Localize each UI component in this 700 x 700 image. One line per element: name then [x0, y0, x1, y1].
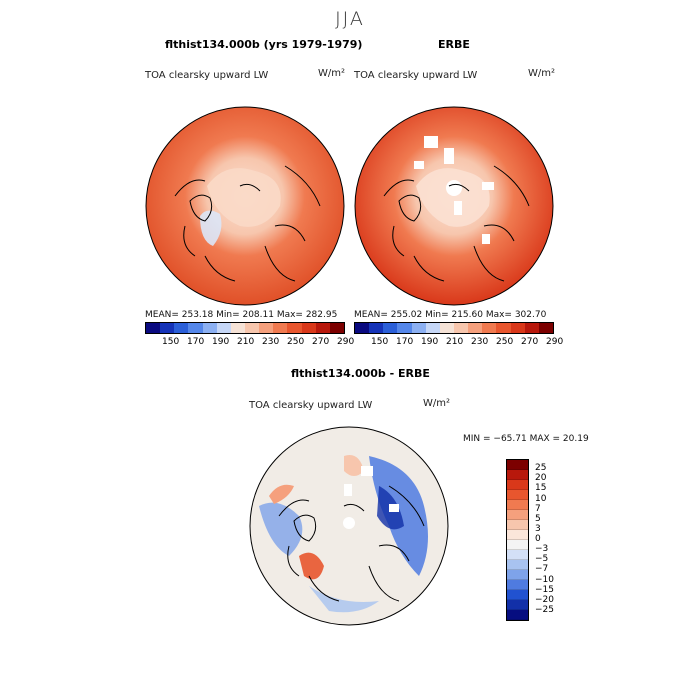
colorbar-tick-label: 190: [421, 337, 439, 347]
colorbar-tick-label: 270: [312, 337, 330, 347]
diff-colorbar-tick-label: 3: [535, 523, 541, 534]
colorbar-swatch: [507, 580, 528, 590]
colorbar-swatch: [507, 480, 528, 490]
diff-colorbar-tick-label: −7: [535, 564, 549, 575]
colorbar-tick-label: 210: [237, 337, 255, 347]
right-panel-title: ERBE: [438, 38, 470, 51]
colorbar-swatch: [397, 323, 412, 333]
right-polar-map: [354, 106, 554, 306]
left-polar-map: [145, 106, 345, 306]
colorbar-swatch: [287, 323, 302, 333]
diff-polar-map: [249, 426, 449, 626]
colorbar-tick-label: 170: [396, 337, 414, 347]
diff-colorbar-tick-label: 25: [535, 463, 547, 474]
diff-colorbar-tick-label: −3: [535, 544, 549, 555]
diff-colorbar-tick-label: 20: [535, 473, 547, 484]
diff-colorbar-tick-label: 10: [535, 493, 547, 504]
colorbar-swatch: [507, 590, 528, 600]
colorbar-tick-label: 250: [496, 337, 514, 347]
diff-panel-units: W/m²: [423, 398, 451, 409]
left-panel-title: flthist134.000b (yrs 1979-1979): [165, 38, 363, 51]
colorbar-swatch: [507, 500, 528, 510]
colorbar-swatch: [507, 520, 528, 530]
colorbar-swatch: [507, 490, 528, 500]
diff-panel-stats: MIN = −65.71 MAX = 20.19: [463, 434, 589, 444]
colorbar-swatch: [453, 323, 469, 333]
diff-colorbar-tick-label: −10: [535, 574, 554, 585]
diff-colorbar-tick-label: 5: [535, 513, 541, 524]
colorbar-swatch: [355, 323, 370, 333]
colorbar-swatch: [507, 510, 528, 520]
colorbar-swatch: [482, 323, 497, 333]
colorbar-swatch: [329, 323, 344, 333]
colorbar-swatch: [315, 323, 330, 333]
colorbar-swatch: [507, 560, 528, 570]
left-colorbar: [145, 322, 345, 334]
colorbar-tick-label: 190: [212, 337, 230, 347]
colorbar-swatch: [301, 323, 316, 333]
colorbar-swatch: [507, 600, 528, 610]
right-panel-units: W/m²: [528, 68, 556, 79]
colorbar-tick-label: 270: [521, 337, 539, 347]
right-panel-stats: MEAN= 255.02 Min= 215.60 Max= 302.70: [354, 310, 547, 320]
diff-colorbar-tick-label: −25: [535, 604, 554, 615]
diff-colorbar-ticks: 25 20 15 10 7 5 3 0 −3 −5 −7 −10 −15 −20 −25: [535, 459, 575, 621]
colorbar-tick-label: 150: [162, 337, 180, 347]
diff-colorbar-tick-label: 7: [535, 503, 541, 514]
colorbar-swatch: [216, 323, 231, 333]
colorbar-swatch: [188, 323, 203, 333]
colorbar-swatch: [439, 323, 454, 333]
colorbar-swatch: [244, 323, 260, 333]
colorbar-swatch: [510, 323, 525, 333]
colorbar-tick-label: 250: [287, 337, 305, 347]
colorbar-tick-label: 210: [446, 337, 464, 347]
colorbar-swatch: [538, 323, 553, 333]
diff-colorbar-tick-label: −5: [535, 554, 549, 565]
colorbar-swatch: [383, 323, 398, 333]
colorbar-swatch: [507, 530, 528, 540]
colorbar-swatch: [425, 323, 440, 333]
colorbar-swatch: [273, 323, 288, 333]
colorbar-swatch: [507, 550, 528, 560]
colorbar-swatch: [160, 323, 175, 333]
left-panel-units: W/m²: [318, 68, 346, 79]
colorbar-tick-label: 290: [337, 337, 355, 347]
colorbar-swatch: [146, 323, 161, 333]
right-colorbar: [354, 322, 554, 334]
colorbar-swatch: [507, 570, 528, 580]
diff-colorbar-tick-label: −20: [535, 594, 554, 605]
left-colorbar-ticks: 150 170 190 210 230 250 270 290: [145, 337, 354, 349]
colorbar-tick-label: 230: [262, 337, 280, 347]
diff-colorbar: [506, 459, 529, 621]
colorbar-swatch: [411, 323, 426, 333]
colorbar-swatch: [507, 540, 528, 550]
colorbar-swatch: [507, 470, 528, 480]
diff-colorbar-tick-label: 0: [535, 534, 541, 544]
diff-colorbar-tick-label: 15: [535, 483, 547, 494]
colorbar-swatch: [524, 323, 539, 333]
diff-colorbar-tick-label: −15: [535, 584, 554, 595]
colorbar-swatch: [202, 323, 217, 333]
diff-panel-title: flthist134.000b - ERBE: [291, 367, 430, 380]
colorbar-swatch: [507, 460, 528, 470]
right-colorbar-ticks: 150 170 190 210 230 250 270 290: [354, 337, 563, 349]
colorbar-swatch: [468, 323, 483, 333]
colorbar-swatch: [259, 323, 274, 333]
colorbar-swatch: [230, 323, 245, 333]
diff-panel-subtitle: TOA clearsky upward LW: [249, 400, 373, 411]
colorbar-swatch: [507, 610, 528, 620]
season-title: JJA: [335, 8, 365, 30]
colorbar-tick-label: 230: [471, 337, 489, 347]
colorbar-swatch: [174, 323, 189, 333]
right-panel-subtitle: TOA clearsky upward LW: [354, 70, 478, 81]
colorbar-tick-label: 150: [371, 337, 389, 347]
left-panel-subtitle: TOA clearsky upward LW: [145, 70, 269, 81]
colorbar-swatch: [496, 323, 511, 333]
colorbar-tick-label: 290: [546, 337, 564, 347]
colorbar-tick-label: 170: [187, 337, 205, 347]
colorbar-swatch: [369, 323, 384, 333]
left-panel-stats: MEAN= 253.18 Min= 208.11 Max= 282.95: [145, 310, 338, 320]
